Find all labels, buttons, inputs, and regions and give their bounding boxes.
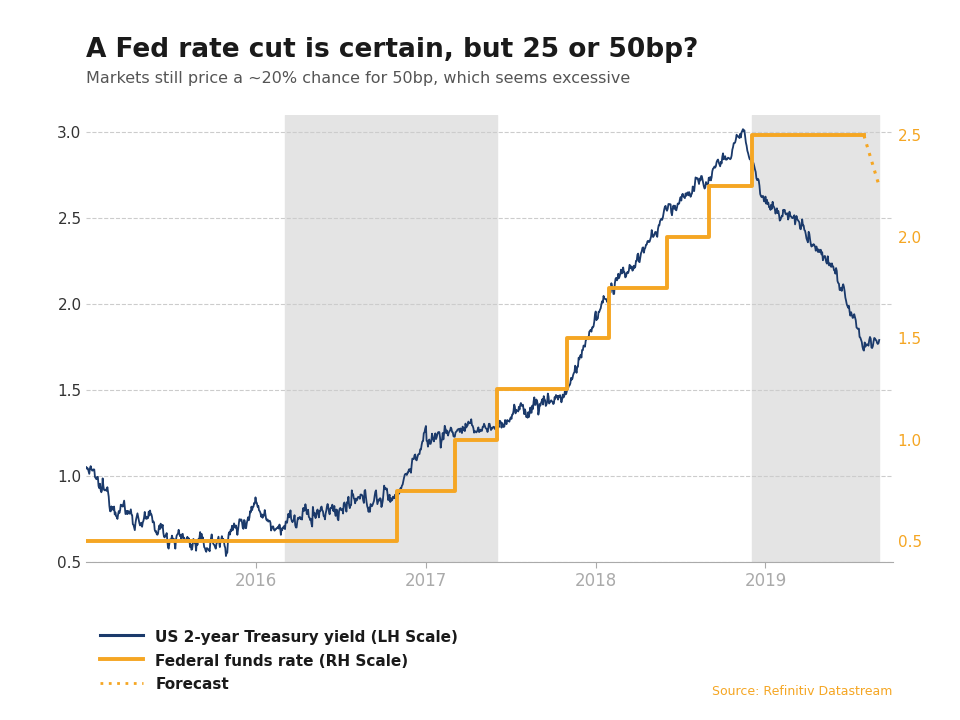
Bar: [285, 115, 497, 562]
Text: Markets still price a ~20% chance for 50bp, which seems excessive: Markets still price a ~20% chance for 50…: [86, 71, 631, 86]
Text: Source: Refinitiv Datastream: Source: Refinitiv Datastream: [712, 685, 893, 698]
Bar: [752, 115, 879, 562]
Legend: US 2-year Treasury yield (LH Scale), Federal funds rate (RH Scale), Forecast: US 2-year Treasury yield (LH Scale), Fed…: [94, 623, 464, 698]
Text: A Fed rate cut is certain, but 25 or 50bp?: A Fed rate cut is certain, but 25 or 50b…: [86, 37, 699, 63]
